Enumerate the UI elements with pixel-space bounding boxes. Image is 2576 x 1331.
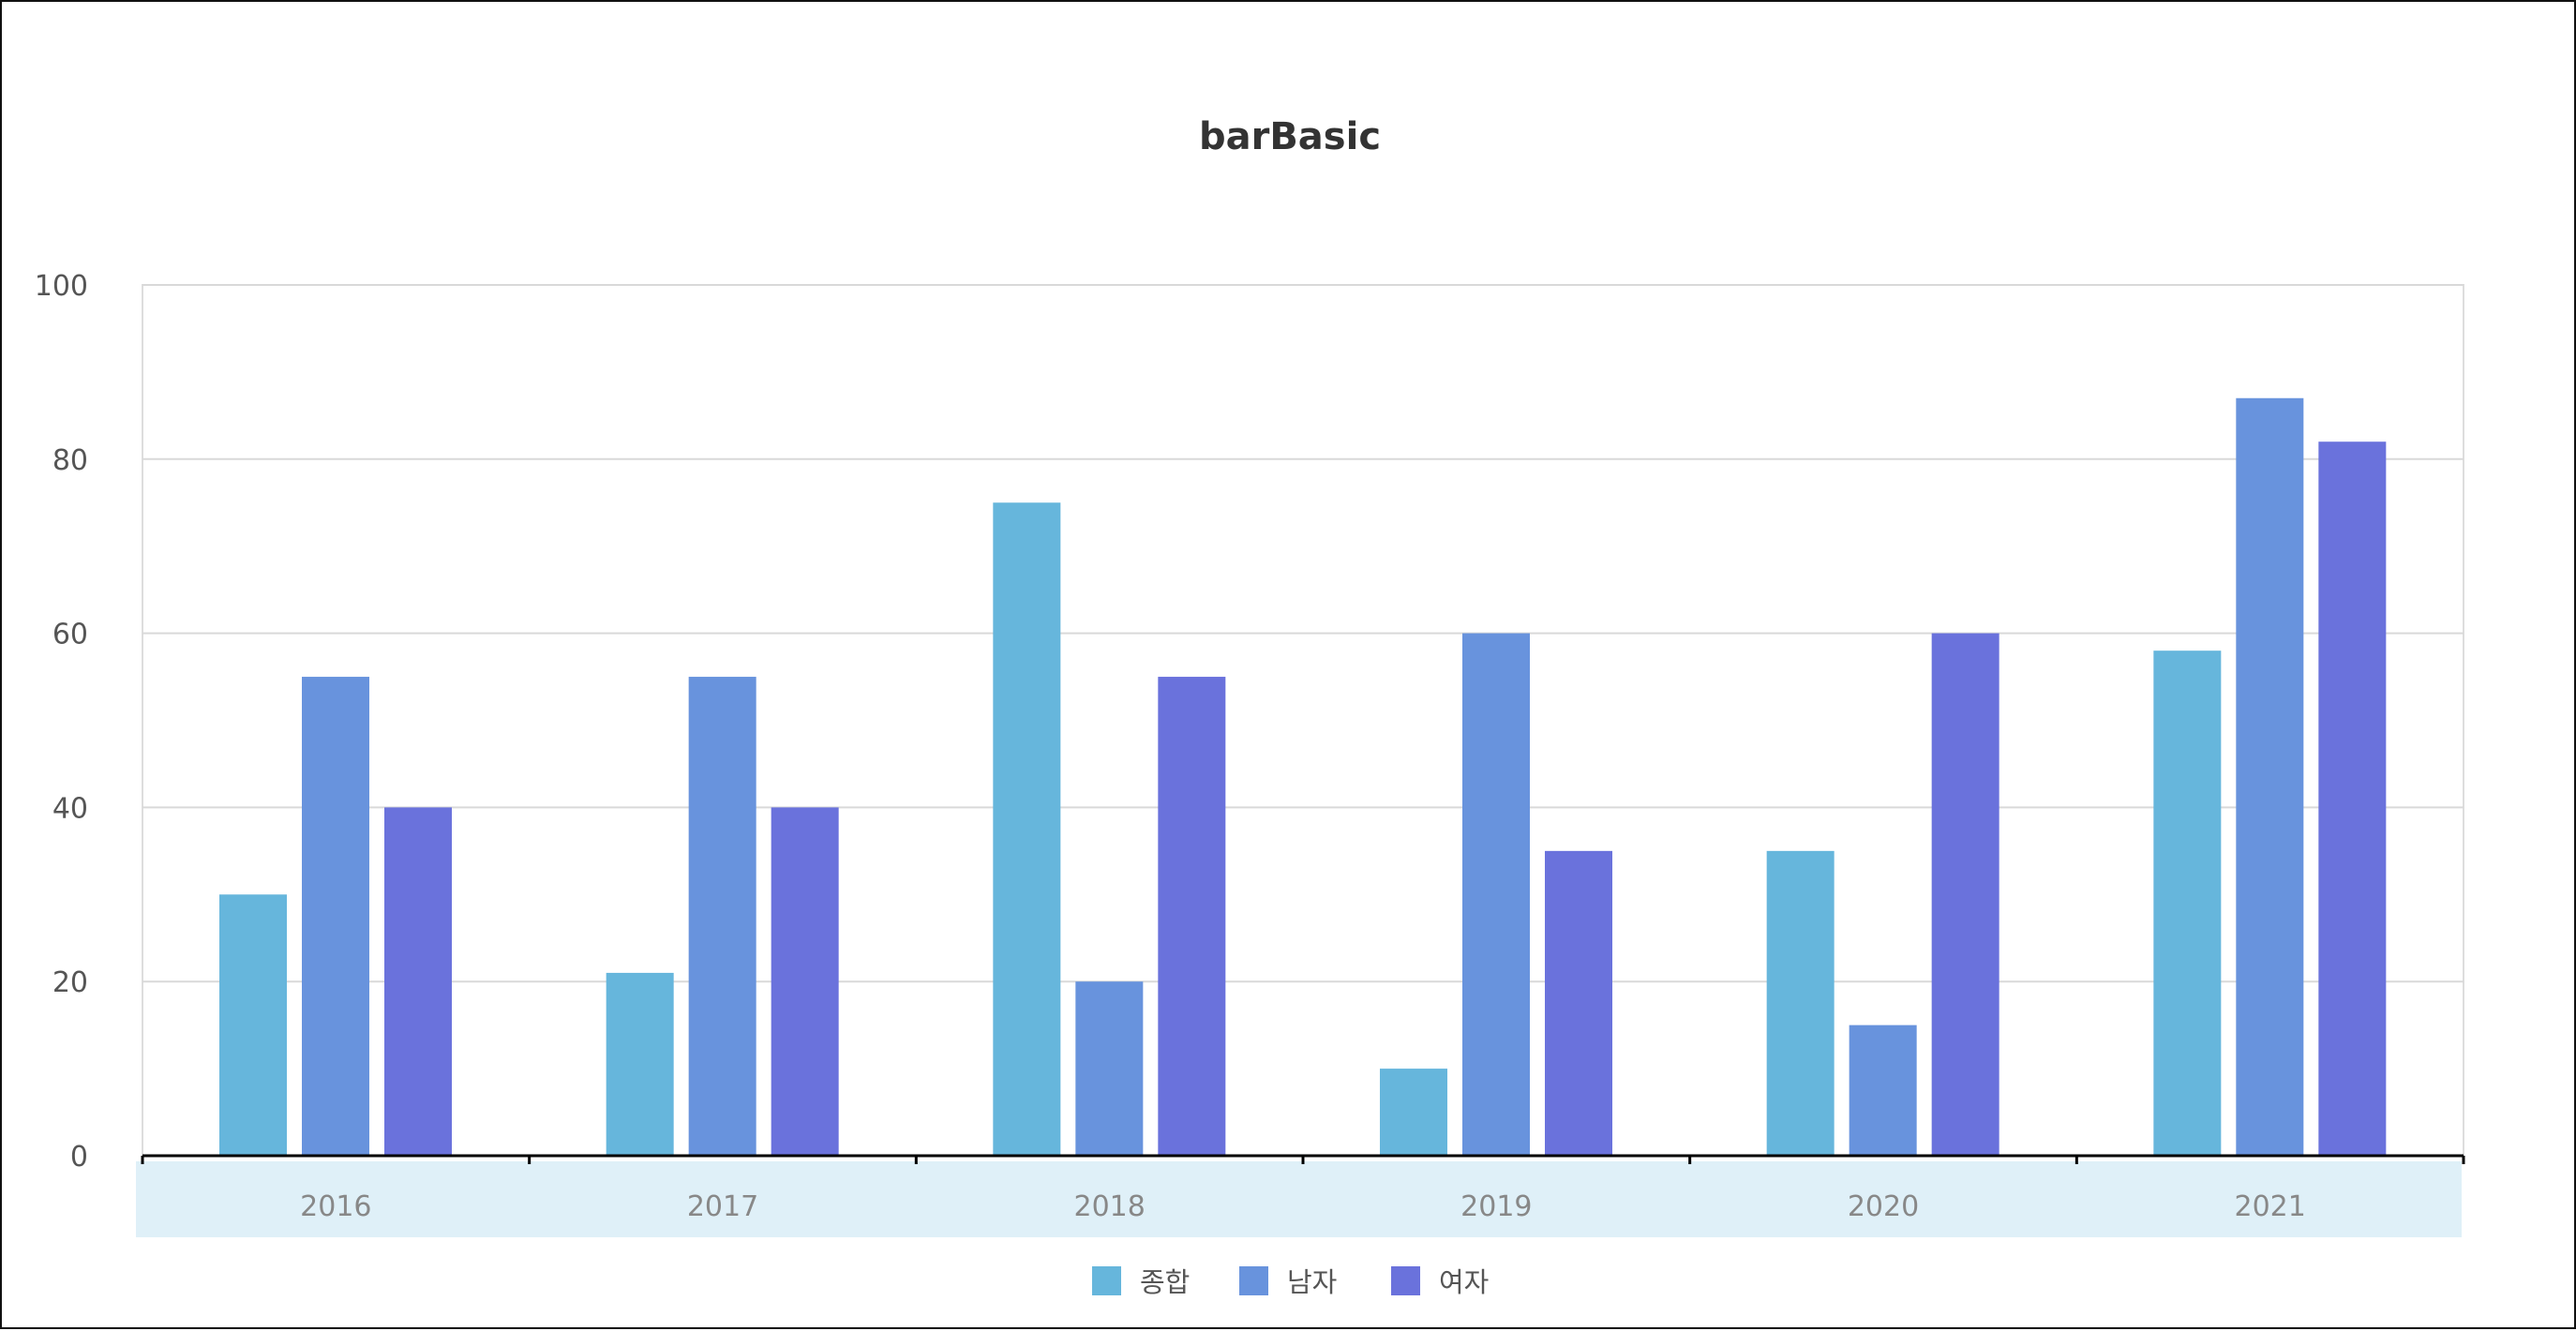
- x-tick-label-2018: 2018: [1073, 1190, 1145, 1223]
- bar-2018-series-1: [993, 502, 1061, 1156]
- bar-2020-series-3: [1931, 633, 1999, 1156]
- y-tick-label: 80: [52, 444, 88, 477]
- x-tick-label-2017: 2017: [687, 1190, 758, 1223]
- x-tick-label-2019: 2019: [1460, 1190, 1532, 1223]
- bar-2020-series-1: [1766, 850, 1835, 1156]
- x-tick-label-2016: 2016: [300, 1190, 371, 1223]
- y-tick-label: 0: [70, 1141, 88, 1174]
- bar-2020-series-2: [1849, 1024, 1917, 1156]
- bar-2019-series-2: [1462, 633, 1530, 1156]
- bar-2017-series-1: [606, 972, 674, 1156]
- y-tick-label: 100: [35, 270, 88, 303]
- bar-2017-series-3: [771, 807, 839, 1156]
- bar-2021-series-3: [2318, 441, 2387, 1157]
- x-tick-label-2021: 2021: [2234, 1190, 2305, 1223]
- bar-2021-series-1: [2153, 651, 2222, 1156]
- bar-2018-series-3: [1158, 677, 1226, 1156]
- bar-2021-series-2: [2236, 397, 2304, 1156]
- y-tick-label: 40: [52, 792, 88, 825]
- x-axis-category-band: [136, 1161, 2462, 1237]
- legend-swatch-3: [1391, 1266, 1420, 1295]
- y-tick-label: 20: [52, 966, 88, 999]
- y-tick-label: 60: [52, 619, 88, 651]
- bar-2017-series-2: [688, 677, 756, 1156]
- bar-2018-series-2: [1075, 981, 1144, 1156]
- legend-swatch-2: [1239, 1266, 1268, 1295]
- bar-2016-series-3: [384, 807, 452, 1156]
- legend-label-2: 남자: [1287, 1266, 1337, 1298]
- chart-title: barBasic: [1199, 115, 1381, 158]
- plot-frame: [142, 284, 2464, 1157]
- legend-swatch-1: [1092, 1266, 1121, 1295]
- legend-label-3: 여자: [1439, 1266, 1489, 1298]
- bar-2019-series-1: [1380, 1069, 1447, 1156]
- bar-2016-series-1: [219, 894, 287, 1156]
- bar-2019-series-3: [1545, 850, 1612, 1156]
- bar-2016-series-2: [302, 677, 369, 1156]
- x-tick-label-2020: 2020: [1848, 1190, 1919, 1223]
- legend-label-1: 종합: [1140, 1266, 1190, 1298]
